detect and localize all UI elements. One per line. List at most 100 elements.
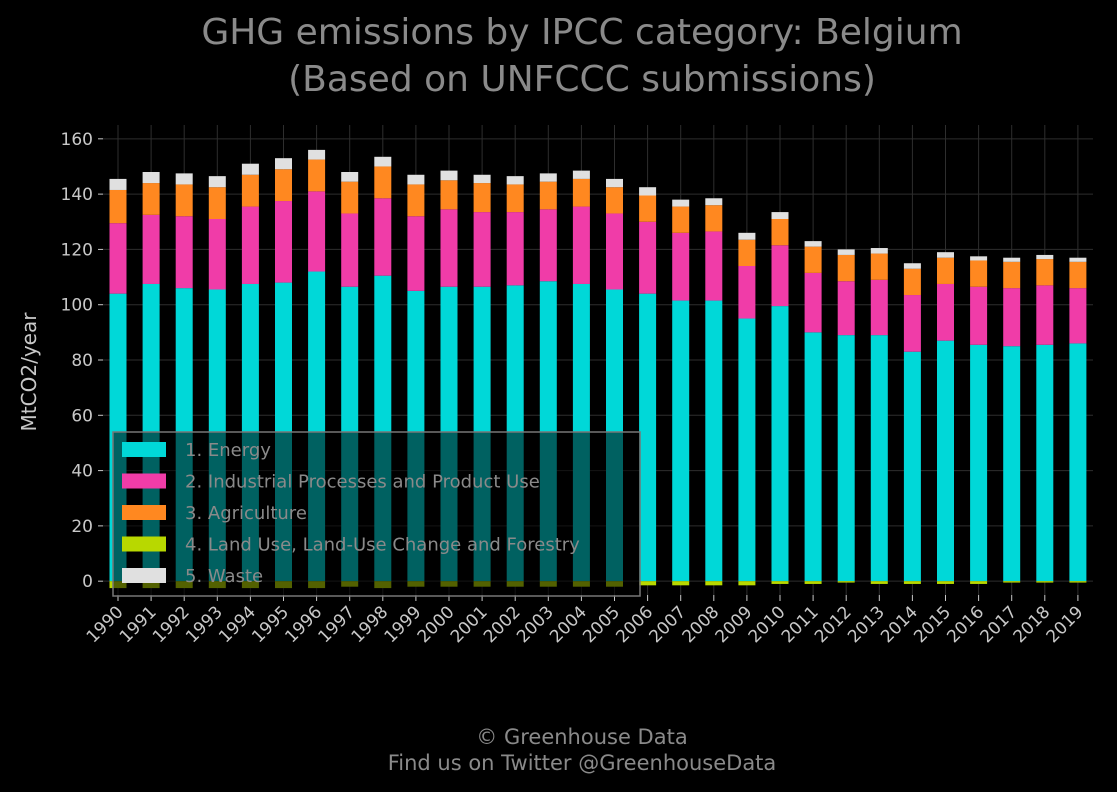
bar-segment: [142, 214, 160, 284]
chart-title: GHG emissions by IPCC category: Belgium: [201, 12, 963, 53]
legend-label: 4. Land Use, Land-Use Change and Forestr…: [185, 535, 580, 556]
x-tick-label: 2012: [811, 602, 856, 647]
y-axis-label: MtCO2/year: [17, 312, 41, 432]
bar-segment: [1036, 254, 1054, 260]
bar-segment: [870, 335, 888, 582]
x-tick-label: 2019: [1043, 602, 1088, 647]
legend-label: 3. Agriculture: [185, 503, 307, 524]
x-tick-label: 1992: [149, 602, 194, 647]
bar-segment: [1036, 285, 1054, 345]
bar-segment: [1069, 257, 1087, 262]
bar-segment: [903, 581, 921, 584]
legend-swatch: [122, 505, 166, 520]
bar-segment: [241, 206, 259, 284]
bar-segment: [109, 178, 127, 190]
legend-box: [112, 431, 641, 597]
bar-segment: [903, 351, 921, 582]
bar-segment: [804, 241, 822, 247]
bar-segment: [241, 163, 259, 175]
bar-segment: [1069, 343, 1087, 582]
bar-segment: [142, 172, 160, 184]
bar-segment: [407, 174, 425, 185]
bar-segment: [175, 173, 193, 185]
bar-segment: [903, 263, 921, 269]
bar-segment: [539, 181, 557, 210]
bar-segment: [1069, 261, 1087, 289]
bar-segment: [639, 187, 657, 196]
bar-segment: [937, 257, 954, 284]
bar-segment: [870, 253, 888, 280]
bar-segment: [870, 248, 888, 254]
bar-segment: [771, 212, 789, 219]
bar-segment: [705, 198, 723, 206]
y-tick-label: 100: [61, 296, 93, 316]
x-tick-label: 1994: [215, 602, 260, 647]
bar-segment: [672, 232, 690, 301]
bar-segment: [572, 178, 590, 207]
bar-segment: [738, 239, 756, 266]
x-tick-label: 1996: [281, 602, 326, 647]
legend-swatch: [122, 568, 166, 583]
bar-segment: [1003, 288, 1021, 347]
bar-segment: [870, 279, 888, 336]
y-tick-label: 0: [82, 572, 93, 592]
copyright-text: © Greenhouse Data: [476, 725, 688, 749]
bar-segment: [1003, 257, 1021, 262]
bar-segment: [341, 213, 359, 287]
twitter-credit: Find us on Twitter @GreenhouseData: [387, 751, 777, 775]
legend-swatch: [122, 442, 166, 457]
bar-segment: [142, 183, 160, 215]
bar-segment: [572, 170, 590, 179]
y-tick-label: 20: [71, 517, 93, 537]
bar-segment: [738, 581, 756, 586]
bar-segment: [738, 232, 756, 240]
bar-segment: [937, 581, 954, 584]
bar-segment: [970, 260, 988, 287]
x-tick-label: 2007: [646, 602, 691, 647]
bar-segment: [374, 166, 392, 199]
bar-segment: [473, 174, 491, 184]
bar-segment: [837, 254, 855, 282]
bar-segment: [539, 173, 557, 182]
bar-segment: [606, 213, 623, 290]
bar-segment: [1069, 288, 1087, 344]
bar-segment: [208, 187, 226, 219]
bar-segment: [771, 245, 789, 307]
bar-segment: [837, 335, 855, 582]
bar-segment: [970, 286, 988, 345]
y-tick-label: 120: [61, 240, 93, 260]
bar-segment: [109, 223, 127, 294]
x-tick-label: 1998: [348, 602, 393, 647]
bar-segment: [804, 246, 822, 273]
x-tick-label: 2016: [943, 602, 988, 647]
bar-segment: [241, 174, 259, 207]
bar-segment: [705, 231, 723, 301]
x-tick-label: 2010: [745, 602, 790, 647]
bar-segment: [1036, 581, 1054, 583]
x-tick-label: 1993: [182, 602, 227, 647]
bar-segment: [109, 189, 127, 224]
bar-segment: [837, 249, 855, 255]
legend-label: 1. Energy: [185, 440, 271, 461]
bar-segment: [308, 159, 326, 192]
x-tick-label: 2017: [977, 602, 1022, 647]
bar-segment: [771, 581, 789, 584]
bar-segment: [804, 272, 822, 333]
legend-label: 2. Industrial Processes and Product Use: [185, 472, 540, 493]
x-tick-label: 1999: [381, 602, 426, 647]
bar-segment: [275, 169, 292, 202]
x-tick-label: 2011: [778, 602, 823, 647]
x-tick-label: 2009: [712, 602, 757, 647]
bar-segment: [440, 209, 458, 287]
bar-segment: [705, 581, 723, 586]
y-tick-label: 60: [71, 406, 93, 426]
bar-segment: [804, 581, 822, 584]
chart-subtitle: (Based on UNFCCC submissions): [288, 59, 876, 100]
legend-swatch: [122, 536, 166, 552]
bar-segment: [175, 216, 193, 289]
bar-segment: [672, 581, 690, 586]
bar-segment: [308, 149, 326, 160]
bar-segment: [937, 340, 954, 582]
bar-segment: [738, 266, 756, 319]
legend-label: 5. Waste: [185, 566, 263, 587]
